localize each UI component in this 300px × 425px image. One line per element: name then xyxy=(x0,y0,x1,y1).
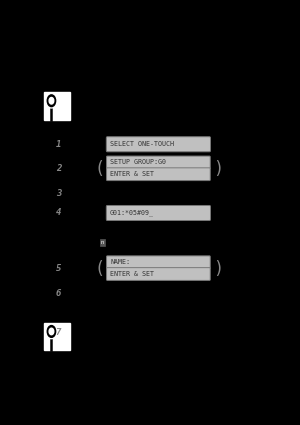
Circle shape xyxy=(47,95,56,107)
Text: n: n xyxy=(101,240,104,245)
Text: 2: 2 xyxy=(56,164,61,173)
FancyBboxPatch shape xyxy=(106,256,210,269)
FancyBboxPatch shape xyxy=(106,137,211,152)
Text: (: ( xyxy=(94,160,104,178)
Text: ENTER & SET: ENTER & SET xyxy=(110,171,154,177)
Circle shape xyxy=(49,97,54,104)
Circle shape xyxy=(47,326,56,337)
Text: 1: 1 xyxy=(56,140,61,149)
Text: ENTER & SET: ENTER & SET xyxy=(110,271,154,277)
Text: SELECT ONE-TOUCH: SELECT ONE-TOUCH xyxy=(110,141,174,147)
Text: ): ) xyxy=(213,160,223,178)
FancyBboxPatch shape xyxy=(106,268,210,280)
Text: 4: 4 xyxy=(56,209,61,218)
Text: SETUP GROUP:G0: SETUP GROUP:G0 xyxy=(110,159,166,165)
FancyBboxPatch shape xyxy=(106,168,210,181)
Text: G01:*05#09_: G01:*05#09_ xyxy=(110,210,154,216)
FancyBboxPatch shape xyxy=(44,92,70,120)
Circle shape xyxy=(49,328,54,335)
FancyBboxPatch shape xyxy=(44,323,70,350)
Text: 7: 7 xyxy=(56,328,61,337)
Text: (: ( xyxy=(94,260,104,278)
Text: 6: 6 xyxy=(56,289,61,298)
Text: NAME:: NAME: xyxy=(110,259,130,265)
Circle shape xyxy=(46,324,57,339)
Circle shape xyxy=(46,94,57,108)
FancyBboxPatch shape xyxy=(106,205,211,221)
FancyBboxPatch shape xyxy=(106,156,210,169)
Text: ): ) xyxy=(213,260,223,278)
Text: 5: 5 xyxy=(56,264,61,273)
Text: 3: 3 xyxy=(56,189,61,198)
